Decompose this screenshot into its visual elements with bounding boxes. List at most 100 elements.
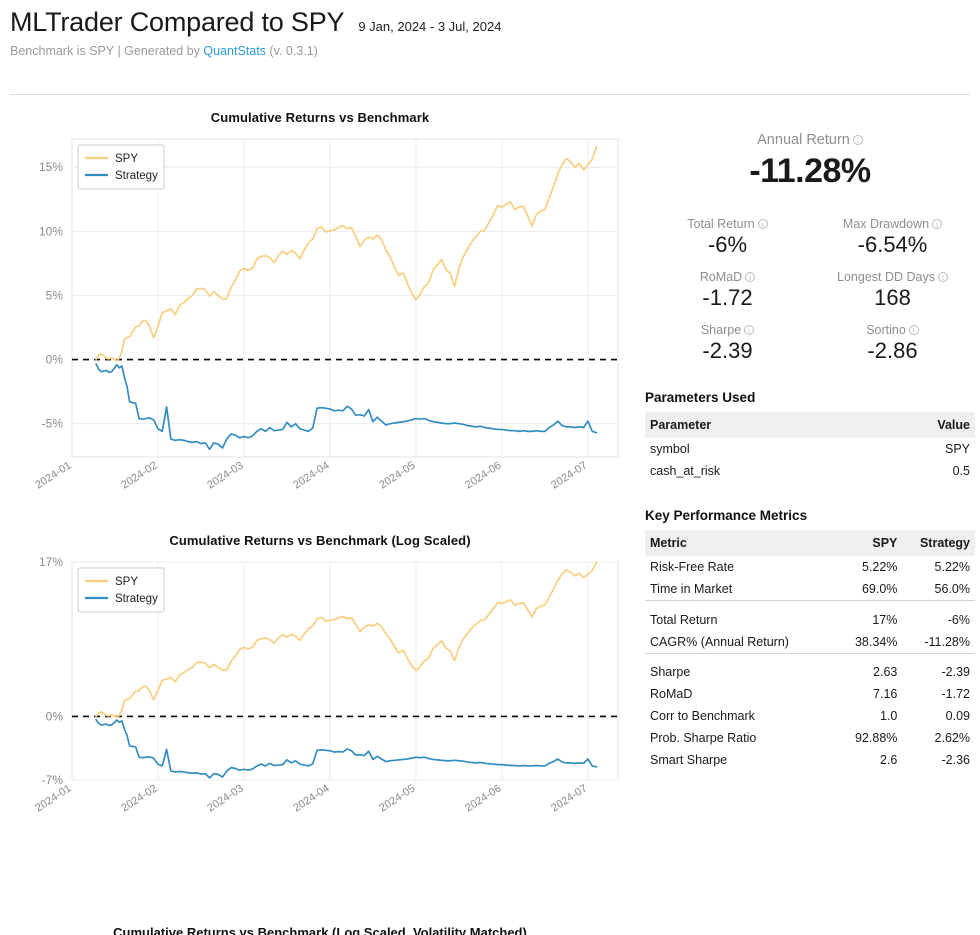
metrics-heading: Key Performance Metrics [645,508,808,523]
kpi-longest-dd-days: Longest DD Days i 168 [810,270,975,311]
metric-name: Risk-Free Rate [650,560,735,574]
info-icon[interactable]: i [908,325,919,335]
kpi-annual-return: Annual Return i -11.28% [645,132,975,191]
report-subtitle: Benchmark is SPY | Generated by QuantSta… [10,44,970,58]
metric-name: Prob. Sharpe Ratio [650,731,757,745]
table-row: Corr to Benchmark 1.0 0.09 [645,705,975,727]
metric-spy-value: 92.88% [854,731,898,745]
table-row-separator [645,600,975,609]
metric-strategy-value: 5.22% [934,560,970,574]
parameters-table: Parameter Value symbol SPY cash_at_risk … [645,412,975,482]
parameters-heading: Parameters Used [645,390,756,405]
chart-legend: SPY Strategy [77,144,165,190]
kpi-max-drawdown-value: -6.54% [857,232,928,257]
cumulative-returns-log-svg: 17% 0% -7%2024-01 2024-02 2024-03 2024-04 2024… [33,555,619,815]
series-line-spy [95,561,598,719]
series-line-strategy [95,363,598,451]
table-row: Risk-Free Rate 5.22% 5.22% [645,556,975,578]
kpi-max-drawdown: Max Drawdown i -6.54% [810,217,975,258]
table-row: Smart Sharpe 2.6 -2.36 [645,749,975,771]
metric-spy-value: 38.34% [854,634,898,649]
parameters-table-body: symbol SPY cash_at_risk 0.5 [645,438,975,482]
legend-label-spy: SPY [115,153,138,165]
subtitle-suffix: (v. 0.3.1) [265,43,318,58]
kpi-longest-dd-days-value: 168 [874,285,911,310]
metric-name: RoMaD [650,687,693,701]
report-header: MLTrader Compared to SPY 9 Jan, 2024 - 3… [10,7,970,58]
x-axis-tick-label: 2024-01 [33,459,73,491]
kpi-annual-return-value: -11.28% [749,152,871,190]
x-axis-tick-label: 2024-06 [463,782,503,814]
plot-area-1: 15% 10% 5% 0% -5% 2024-01 2024-02 2024-03 2024-0… [0,125,640,515]
parameters-col-parameter: Parameter [645,412,843,438]
separator-cell [645,652,975,661]
kpi-sharpe-value: -2.39 [702,338,753,363]
metric-name: Corr to Benchmark [650,709,755,723]
x-axis-tick-label: 2024-04 [291,459,331,491]
metric-spy-value: 17% [872,612,898,627]
kpi-total-return-value: -6% [707,232,748,257]
metric-spy-value: 2.63 [873,665,898,679]
title-row: MLTrader Compared to SPY 9 Jan, 2024 - 3… [10,7,970,38]
legend-label-spy: SPY [115,576,138,588]
info-icon[interactable]: i [744,325,755,335]
x-axis-tick-label: 2024-02 [119,782,159,814]
info-icon[interactable]: i [937,272,948,282]
y-axis-tick-label: 0% [46,709,64,723]
param-name: symbol [650,442,690,456]
kpi-romad: RoMaD i -1.72 [645,270,810,311]
metric-strategy-value: 2.62% [934,731,970,745]
info-icon[interactable]: i [745,272,756,282]
metric-spy-value: 7.16 [873,687,898,701]
page-title: MLTrader Compared to SPY [10,7,345,37]
chart-cumulative-returns: Cumulative Returns vs Benchmark 15% 10% 5%… [0,110,640,515]
info-icon[interactable]: i [932,219,943,229]
metric-strategy-value: -11.28% [924,634,970,649]
kpi-annual-return-label: Annual Return [757,132,850,148]
x-axis-tick-label: 2024-06 [463,459,503,491]
y-axis-tick-label: 10% [39,224,63,238]
quantstats-link[interactable]: QuantStats [203,43,266,58]
header-divider [10,94,970,95]
table-row: cash_at_risk 0.5 [645,460,975,482]
metric-strategy-value: 56.0% [934,582,970,596]
x-axis-tick-label: 2024-07 [549,459,589,491]
metrics-table-body: Risk-Free Rate 5.22% 5.22% Time in Market 69… [645,556,975,771]
kpi-total-return-label: Total Return [687,217,755,231]
x-axis-tick-label: 2024-02 [119,459,159,491]
info-icon[interactable]: i [852,135,863,145]
table-row: CAGR% (Annual Return) 38.34% -11.28% [645,631,975,654]
kpi-sortino: Sortino i -2.86 [810,323,975,364]
parameters-header-row: Parameter Value [645,412,975,438]
parameters-table-head: Parameter Value [645,412,975,438]
table-row: RoMaD 7.16 -1.72 [645,683,975,705]
info-icon[interactable]: i [757,219,768,229]
kpi-sortino-value: -2.86 [867,338,918,363]
table-row-separator [645,652,975,661]
metric-strategy-value: -6% [947,612,970,627]
series-line-spy [95,145,598,362]
metrics-header-row: Metric SPY Strategy [645,530,975,556]
metric-name: Smart Sharpe [650,753,728,767]
legend-label-strategy: Strategy [115,593,158,605]
key-performance-metrics-table: Metric SPY Strategy Risk-Free Rate 5.22% 5… [645,530,975,771]
kpi-sortino-label: Sortino [866,323,906,337]
x-axis-tick-label: 2024-05 [377,459,417,491]
x-axis-tick-label: 2024-03 [205,782,245,814]
y-axis-tick-label: 5% [46,288,64,302]
table-row: Prob. Sharpe Ratio 92.88% 2.62% [645,727,975,749]
kpi-romad-value: -1.72 [702,285,753,310]
kpi-max-drawdown-label: Max Drawdown [842,217,930,231]
chart-title-vol-matched-clipped: Cumulative Returns vs Benchmark (Log Sca… [113,925,527,935]
x-axis-tick-label: 2024-05 [377,782,417,814]
y-axis-tick-label: 17% [39,555,63,569]
kpi-romad-label: RoMaD [699,270,743,284]
series-line-strategy [95,718,598,779]
table-row: Sharpe 2.63 -2.39 [645,661,975,683]
date-range: 9 Jan, 2024 - 3 Jul, 2024 [358,19,502,34]
metric-spy-value: 2.6 [880,753,898,767]
param-name: cash_at_risk [650,464,721,478]
kpi-total-return: Total Return i -6% [645,217,810,258]
y-axis-tick-label: 0% [46,353,64,367]
